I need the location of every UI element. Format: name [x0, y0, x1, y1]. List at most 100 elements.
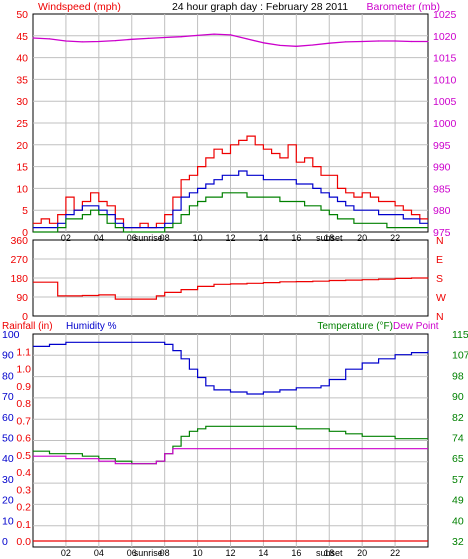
- series-barometer-point: [427, 40, 429, 43]
- series-barometer-point: [229, 34, 232, 36]
- temperature-tick-label: 98: [452, 370, 464, 382]
- humidity-tick-label: 100: [2, 329, 20, 341]
- barometer-tick-label: 1025: [433, 9, 457, 21]
- barometer-tick-label: 1005: [433, 96, 457, 108]
- x-tick-label: 20: [357, 233, 367, 243]
- series-barometer-point: [114, 40, 116, 42]
- temperature-tick-label: 90: [452, 391, 464, 403]
- barometer-tick-label: 1010: [433, 74, 457, 86]
- barometer-axis-title: Barometer (mb): [366, 1, 440, 13]
- temperature-axis-title: Temperature (°F): [317, 321, 393, 332]
- compass-tick-label: E: [436, 254, 443, 266]
- barometer-tick-label: 985: [433, 183, 451, 195]
- windspeed-tick-label: 40: [16, 53, 28, 65]
- series-barometer-point: [394, 40, 396, 42]
- direction-tick-label: 360: [10, 235, 28, 247]
- series-direction: [33, 277, 429, 300]
- series-barometer-point: [295, 45, 297, 47]
- rainfall-tick-label: 0.7: [16, 415, 31, 427]
- series-barometer-point: [312, 44, 314, 46]
- rainfall-tick-label: 1.1: [16, 346, 31, 358]
- windspeed-tick-label: 50: [16, 9, 28, 21]
- series-barometer-point: [65, 40, 67, 42]
- temperature-tick-label: 57: [452, 474, 464, 486]
- direction-tick-label: 0: [22, 311, 28, 323]
- windspeed-tick-label: 10: [16, 183, 28, 195]
- series-barometer-point: [32, 37, 34, 39]
- series-barometer-point: [410, 40, 413, 43]
- series-barometer-point: [361, 40, 363, 43]
- direction-tick-label: 180: [10, 273, 28, 285]
- x-tick-label: 14: [258, 548, 268, 558]
- x-tick-label: 16: [291, 233, 301, 243]
- series-barometer-point: [180, 36, 182, 38]
- series-barometer-point: [131, 38, 133, 40]
- series-barometer-point: [378, 40, 380, 42]
- x-tick-label: 10: [193, 548, 203, 558]
- humidity-tick-label: 0: [2, 536, 8, 548]
- x-tick-label: 12: [225, 548, 235, 558]
- x-tick-label: 06: [127, 233, 137, 243]
- series-barometer-point: [81, 41, 83, 43]
- sunset-label: sunset: [316, 548, 343, 558]
- windspeed-tick-label: 25: [16, 118, 28, 130]
- barometer-tick-label: 980: [433, 205, 451, 217]
- barometer-tick-label: 990: [433, 162, 451, 174]
- humidity-tick-label: 10: [2, 515, 14, 527]
- humidity-tick-label: 80: [2, 370, 14, 382]
- compass-tick-label: S: [436, 273, 443, 285]
- humidity-tick-label: 70: [2, 391, 14, 403]
- dewpoint-axis-title: Dew Point: [393, 321, 439, 332]
- humidity-tick-label: 50: [2, 433, 14, 445]
- x-tick-label: 18: [324, 548, 334, 558]
- series-barometer-point: [345, 41, 347, 43]
- windspeed-tick-label: 45: [16, 31, 28, 43]
- compass-tick-label: N: [436, 311, 444, 323]
- sunrise-label: sunrise: [134, 548, 163, 558]
- direction-tick-label: 270: [10, 254, 28, 266]
- x-tick-label: 10: [193, 233, 203, 243]
- rainfall-tick-label: 0.9: [16, 381, 31, 393]
- series-barometer-point: [164, 36, 166, 39]
- compass-tick-label: N: [436, 235, 444, 247]
- windspeed-axis-title: Windspeed (mph): [38, 1, 121, 13]
- series-barometer-point: [246, 38, 248, 40]
- temperature-tick-label: 65: [452, 453, 464, 465]
- series-barometer-point: [98, 40, 100, 43]
- series-barometer-point: [213, 33, 215, 35]
- x-tick-label: 08: [160, 548, 170, 558]
- series-barometer-point: [197, 34, 199, 37]
- barometer-tick-label: 1015: [433, 53, 457, 65]
- series-dewpoint: [33, 448, 428, 465]
- humidity-tick-label: 20: [2, 495, 14, 507]
- series-barometer-point: [147, 37, 149, 40]
- rainfall-tick-label: 0.1: [16, 519, 31, 531]
- barometer-tick-label: 995: [433, 140, 451, 152]
- x-tick-label: 06: [127, 548, 137, 558]
- x-tick-label: 16: [291, 548, 301, 558]
- windspeed-tick-label: 30: [16, 96, 28, 108]
- humidity-tick-label: 90: [2, 350, 14, 362]
- series-low: [33, 192, 428, 233]
- series-barometer-point: [279, 44, 281, 47]
- series-barometer-point: [328, 42, 330, 44]
- windspeed-tick-label: 35: [16, 74, 28, 86]
- x-tick-label: 14: [258, 233, 268, 243]
- rainfall-tick-label: 1.0: [16, 364, 31, 376]
- x-tick-label: 02: [61, 548, 71, 558]
- series-humidity: [33, 341, 429, 395]
- x-tick-label: 04: [94, 233, 104, 243]
- humidity-tick-label: 40: [2, 453, 14, 465]
- rainfall-tick-label: 0.6: [16, 433, 31, 445]
- windspeed-tick-label: 5: [22, 205, 28, 217]
- temperature-tick-label: 49: [452, 495, 464, 507]
- direction-tick-label: 90: [16, 292, 28, 304]
- compass-tick-label: W: [436, 292, 446, 304]
- humidity-axis-title: Humidity %: [66, 321, 117, 332]
- barometer-tick-label: 1020: [433, 31, 457, 43]
- x-tick-label: 18: [324, 233, 334, 243]
- humidity-tick-label: 60: [2, 412, 14, 424]
- x-tick-label: 12: [225, 233, 235, 243]
- chart-title: 24 hour graph day : February 28 2011: [172, 1, 348, 13]
